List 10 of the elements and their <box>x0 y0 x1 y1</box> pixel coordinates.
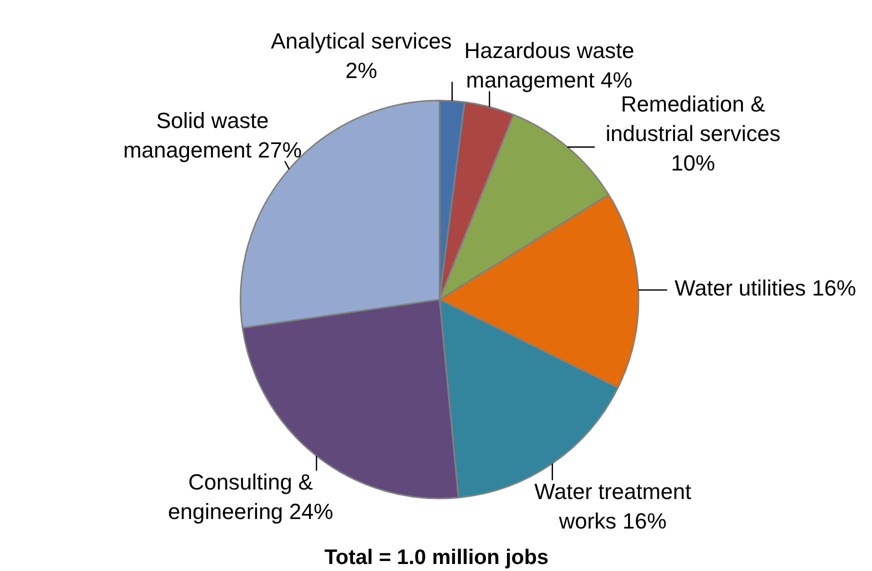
slice-label: Consulting & engineering 24% <box>168 470 334 524</box>
slice-label: Solid waste management 27% <box>123 108 302 162</box>
text: Total = 1.0 million jobs <box>324 546 549 569</box>
data-label: 10% <box>671 150 716 176</box>
slice-label: Water treatment works 16% <box>534 478 692 534</box>
slice-label: Hazardous waste management 4% <box>464 38 634 93</box>
slice-label: Water utilities 16% <box>674 276 856 301</box>
slice-label: Remediation & industrial services <box>606 91 780 146</box>
data-label: 2% <box>345 58 378 84</box>
slice-label: Analytical services <box>270 28 452 54</box>
